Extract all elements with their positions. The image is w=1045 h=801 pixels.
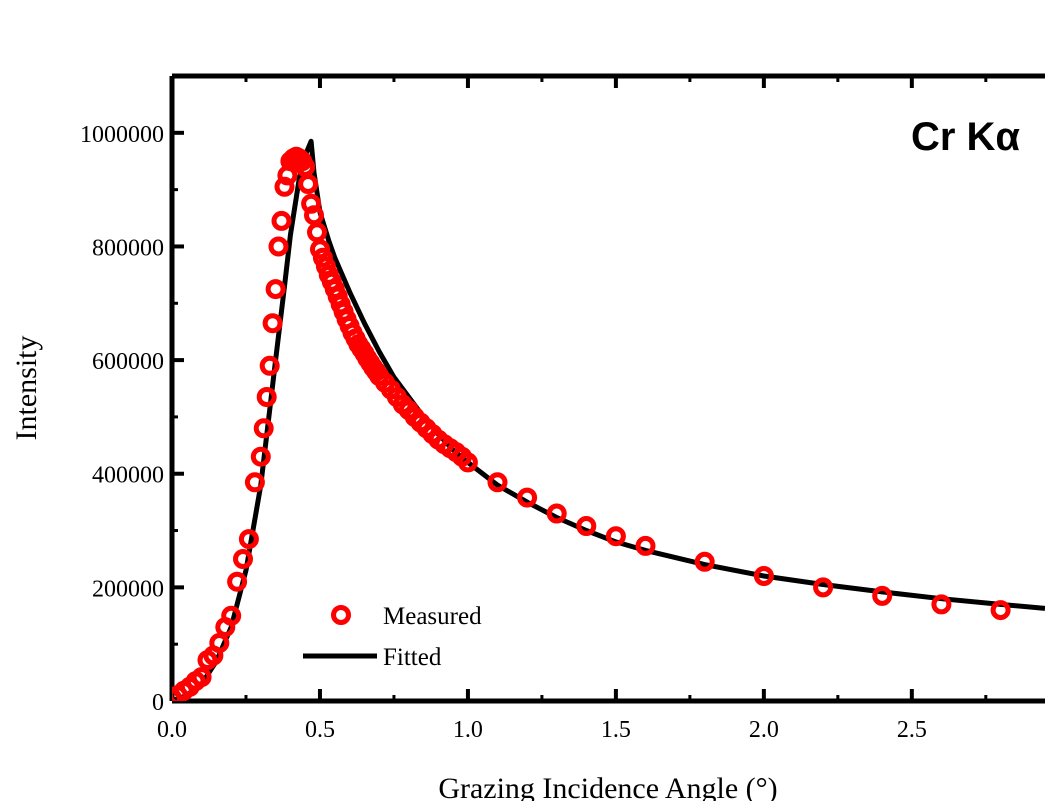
measured-point: [250, 446, 271, 467]
measured-point: [209, 633, 230, 653]
measured-point: [274, 176, 295, 197]
legend-fitted-label: Fitted: [383, 644, 442, 671]
measured-point: [546, 503, 567, 524]
measured-point: [262, 313, 283, 334]
measured-point: [635, 535, 656, 556]
measured-point: [191, 667, 212, 688]
measured-point: [931, 594, 952, 615]
x-tick-label: 0.0: [157, 717, 187, 743]
measured-point: [227, 571, 248, 592]
measured-point: [517, 487, 538, 508]
measured-point: [487, 472, 508, 493]
measured-point: [304, 205, 324, 226]
legend-measured-label: Measured: [383, 603, 482, 630]
measured-point: [457, 452, 478, 473]
measured-point: [256, 387, 277, 407]
measured-point: [259, 355, 280, 376]
ticks-layer: 0.0 0.5 1.0 1.5 2.0 2.5 0 200000 400000 600000 800…: [80, 74, 988, 743]
measured-point: [605, 526, 626, 547]
x-axis-title: Grazing Incidence Angle (°): [438, 772, 777, 801]
measured-point: [990, 600, 1011, 621]
measured-point: [872, 585, 893, 606]
fitted-series-line: [172, 138, 1045, 701]
x-tick-label: 2.0: [749, 717, 779, 743]
measured-point: [265, 279, 286, 300]
measured-point: [576, 516, 597, 536]
measured-point: [271, 210, 292, 231]
measured-point: [233, 549, 253, 569]
y-tick-label: 200000: [92, 576, 164, 602]
y-tick-label: 400000: [92, 463, 164, 489]
measured-point: [221, 605, 242, 626]
x-tick-label: 1.5: [601, 717, 631, 743]
y-axis-title: Intensity: [10, 336, 43, 441]
annotation-label: Cr Kα: [911, 115, 1020, 159]
measured-point: [813, 577, 834, 598]
y-tick-label: 600000: [92, 349, 164, 375]
measured-point: [301, 193, 322, 214]
y-tick-label: 1000000: [80, 122, 164, 148]
x-tick-label: 2.5: [897, 717, 927, 743]
y-tick-label: 0: [152, 690, 164, 716]
measured-point: [253, 418, 274, 439]
measured-point: [268, 236, 289, 257]
measured-point: [238, 529, 259, 550]
measured-point: [307, 222, 327, 243]
y-tick-label: 800000: [92, 235, 164, 261]
measured-point: [295, 156, 316, 177]
measured-point: [753, 566, 774, 586]
measured-point: [694, 551, 715, 572]
legend-measured-marker: [331, 605, 351, 625]
measured-point: [244, 472, 265, 493]
measured-point: [298, 174, 319, 194]
x-tick-label: 1.0: [453, 717, 483, 743]
series-layer: [172, 138, 1045, 701]
legend: Measured Fitted: [303, 603, 482, 671]
x-tick-label: 0.5: [305, 717, 335, 743]
